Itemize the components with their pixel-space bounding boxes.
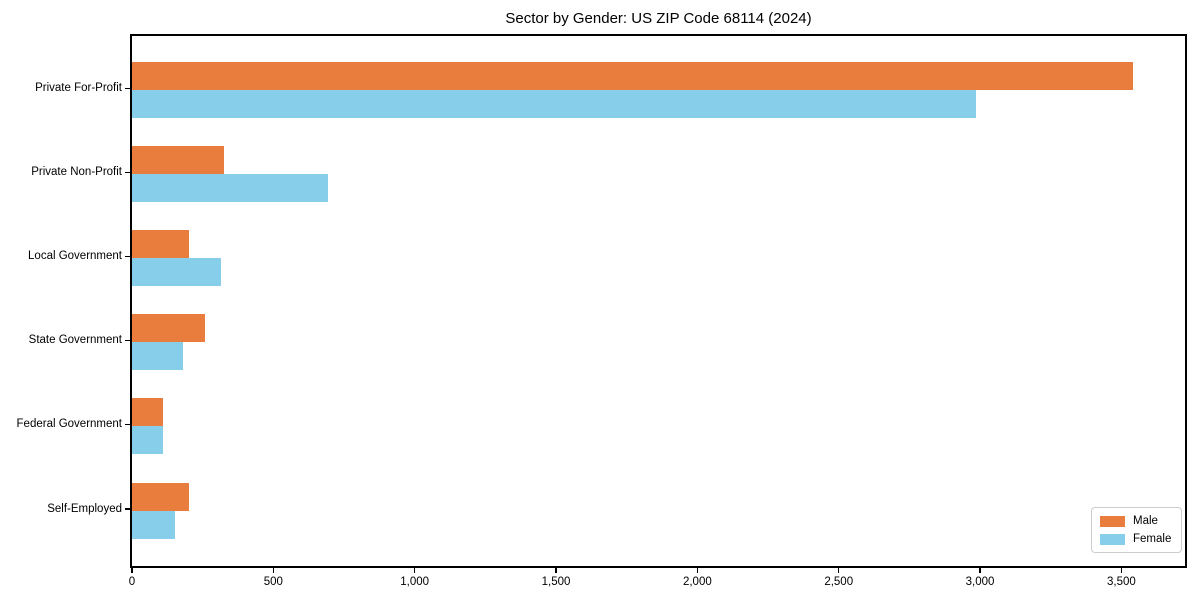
legend-label-male: Male xyxy=(1133,515,1158,527)
bar-male-5 xyxy=(132,482,189,511)
x-tick-label-4: 2,000 xyxy=(682,576,712,588)
y-tick-1 xyxy=(125,171,130,174)
legend-entry-male: Male xyxy=(1100,515,1171,527)
legend-swatch-female xyxy=(1100,533,1125,545)
legend: Male Female xyxy=(1091,507,1183,553)
x-tick-2 xyxy=(413,568,416,573)
x-tick-5 xyxy=(837,568,840,573)
x-tick-label-2: 1,000 xyxy=(400,576,430,588)
legend-swatch-male xyxy=(1100,515,1125,527)
y-axis-label-1: Private Non-Profit xyxy=(31,166,122,179)
x-tick-1 xyxy=(272,568,275,573)
bar-female-5 xyxy=(132,510,175,539)
x-tick-7 xyxy=(1120,568,1123,573)
y-tick-0 xyxy=(125,87,130,89)
x-tick-3 xyxy=(555,568,557,573)
bar-female-0 xyxy=(132,90,976,118)
y-tick-2 xyxy=(125,255,130,258)
x-tick-label-1: 500 xyxy=(263,576,283,588)
bar-male-2 xyxy=(132,230,189,259)
y-tick-5 xyxy=(125,508,130,510)
legend-entry-female: Female xyxy=(1100,533,1171,545)
x-tick-label-0: 0 xyxy=(128,576,136,588)
bar-male-0 xyxy=(132,62,1133,90)
x-tick-label-5: 2,500 xyxy=(824,576,854,588)
bar-male-3 xyxy=(132,314,205,343)
y-axis-label-3: State Government xyxy=(28,334,122,347)
y-tick-3 xyxy=(125,339,130,342)
bar-female-2 xyxy=(132,258,221,287)
x-tick-label-3: 1,500 xyxy=(541,576,571,588)
x-tick-label-6: 3,000 xyxy=(965,576,995,588)
x-tick-4 xyxy=(696,568,699,573)
plot-area xyxy=(130,34,1187,568)
bar-female-3 xyxy=(132,342,183,371)
bars-layer xyxy=(132,36,1185,566)
legend-label-female: Female xyxy=(1133,533,1172,545)
x-tick-6 xyxy=(979,568,981,573)
y-axis-label-5: Self-Employed xyxy=(47,502,122,515)
bar-male-4 xyxy=(132,398,163,427)
x-tick-label-7: 3,500 xyxy=(1107,576,1136,588)
bar-female-1 xyxy=(132,174,328,203)
x-tick-0 xyxy=(131,568,133,573)
bar-male-1 xyxy=(132,146,224,175)
y-axis-label-0: Private For-Profit xyxy=(35,82,122,94)
y-tick-4 xyxy=(125,423,130,426)
y-axis-label-4: Federal Government xyxy=(16,418,122,431)
chart-title: Sector by Gender: US ZIP Code 68114 (202… xyxy=(505,10,812,27)
bar-female-4 xyxy=(132,426,163,455)
y-axis-label-2: Local Government xyxy=(28,250,122,263)
